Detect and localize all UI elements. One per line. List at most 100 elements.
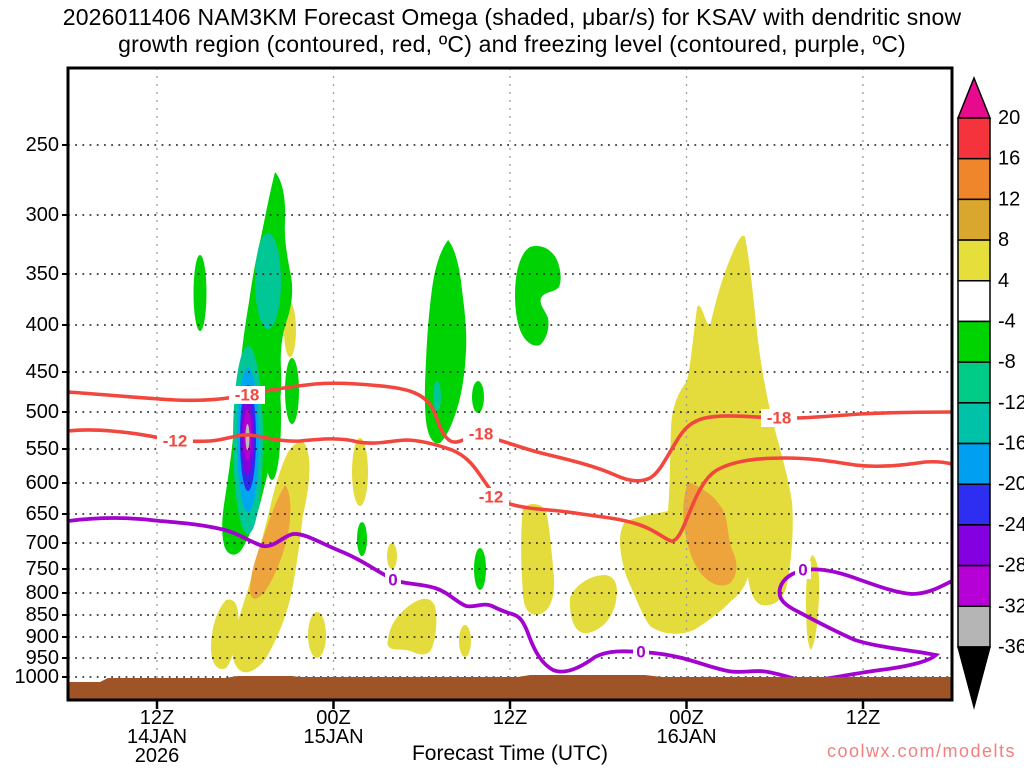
yellow-column-mid: [521, 504, 555, 615]
x-tick-label: 12Z: [140, 707, 174, 729]
colorbar-segment-16: [957, 157, 991, 201]
contour-label-bg-0: [229, 386, 265, 404]
y-tick-label: 550: [26, 438, 59, 460]
colorbar-label--20: -20: [998, 473, 1024, 495]
contour-label-bg-4: [473, 488, 509, 506]
colorbar-segment--32: [957, 605, 991, 648]
contour-label-bg-1: [463, 425, 499, 443]
colorbar-label-16: 16: [998, 148, 1020, 170]
yellow-sliver-bottom: [459, 625, 471, 657]
x-tick-label: 00Z: [669, 707, 703, 729]
y-tick-label: 300: [26, 204, 59, 226]
dendritic-minus12-contour: [68, 428, 952, 543]
teal-mid-sliver: [433, 381, 441, 411]
colorbar-triangle-top: [956, 75, 992, 119]
colorbar-label--12: -12: [998, 392, 1024, 414]
colorbar-label--28: -28: [998, 555, 1024, 577]
x-axis-title: Forecast Time (UTC): [411, 742, 608, 765]
colorbar-segment--4: [957, 320, 991, 363]
yellow-lobe: [569, 575, 617, 634]
y-tick-label: 750: [26, 558, 59, 580]
yellow-small-2: [308, 612, 326, 658]
plot-interior: -18 -18 -18 -12 -12 0 0 0: [68, 68, 952, 700]
colorbar-segment--20: [957, 483, 991, 526]
colorbar-segment--16: [957, 442, 991, 485]
y-tick-label: 650: [26, 503, 59, 525]
x-tick-label: 2026: [135, 745, 180, 767]
green-strip-a: [263, 356, 281, 480]
x-tick-label: 00Z: [316, 707, 350, 729]
yellow-sliver-mid: [352, 438, 368, 506]
colorbar-label-4: 4: [998, 270, 1009, 292]
colorbar-segment--8: [957, 361, 991, 404]
colorbar-label-8: 8: [998, 229, 1009, 251]
y-tick-label: 600: [26, 472, 59, 494]
green-strip-b: [285, 358, 299, 424]
freezing-level-contour: [68, 516, 815, 687]
contour-label-bg-2: [761, 409, 797, 427]
contour-label-3: -12: [163, 432, 188, 451]
colorbar-segment-4: [957, 280, 991, 323]
yellow-blob-low: [387, 598, 437, 655]
colorbar-label--16: -16: [998, 433, 1024, 455]
yellow-sliver-small: [387, 543, 397, 569]
teal-upper: [255, 233, 281, 329]
y-tick-label: 1000: [15, 666, 60, 688]
colorbar-label--8: -8: [998, 351, 1016, 373]
contour-label-2: -18: [767, 409, 792, 428]
green-sliver-sw: [357, 522, 367, 556]
y-tick-label: 450: [26, 361, 59, 383]
colorbar-triangle-bottom: [957, 646, 991, 710]
x-tick-label: 12Z: [493, 707, 527, 729]
colorbar-label-20: 20: [998, 107, 1020, 129]
colorbar-segment-20: [957, 117, 991, 160]
contour-label-bg-3: [157, 432, 193, 450]
contour-label-5: 0: [388, 571, 397, 590]
orange-core-left: [250, 485, 291, 599]
contour-label-bg-5: [385, 571, 401, 589]
contour-label-7: 0: [798, 561, 807, 580]
colorbar-label--24: -24: [998, 514, 1024, 536]
y-tick-label: 400: [26, 314, 59, 336]
gray-core: [245, 424, 250, 450]
contour-label-bg-7: [795, 561, 811, 579]
colorbar-segment--28: [957, 564, 991, 608]
y-tick-label: 250: [26, 134, 59, 156]
yellow-small-1: [270, 613, 280, 637]
contour-label-6: 0: [636, 643, 645, 662]
contour-label-bg-6: [633, 643, 649, 661]
freezing-level-fold-contour: [777, 567, 952, 682]
green-mid-blob: [424, 240, 467, 444]
y-tick-label: 700: [26, 532, 59, 554]
orange-core-right: [683, 482, 737, 586]
colorbar-segment-8: [957, 239, 991, 282]
contour-label-0: -18: [235, 386, 260, 405]
y-tick-label: 500: [26, 401, 59, 423]
yellow-main-right: [620, 235, 793, 634]
contour-label-4: -12: [479, 488, 504, 507]
colorbar-label--32: -32: [998, 595, 1024, 617]
y-tick-label: 850: [26, 604, 59, 626]
green-sliver-left: [193, 255, 207, 331]
colorbar-label-12: 12: [998, 188, 1020, 210]
y-tick-label: 900: [26, 626, 59, 648]
colorbar-segment--24: [957, 524, 991, 567]
watermark-text: coolwx.com/modelts: [826, 741, 1016, 761]
chart-title-line2: growth region (contoured, red, ºC) and f…: [118, 31, 906, 57]
contour-label-1: -18: [469, 425, 494, 444]
x-tick-label: 12Z: [846, 707, 880, 729]
colorbar-label--36: -36: [998, 636, 1024, 658]
y-tick-label: 950: [26, 647, 59, 669]
colorbar-label--4: -4: [998, 310, 1016, 332]
chart-title-line1: 2026011406 NAM3KM Forecast Omega (shaded…: [62, 4, 962, 30]
y-tick-label: 800: [26, 582, 59, 604]
yellow-foot: [211, 599, 239, 670]
x-tick-label: 16JAN: [656, 726, 716, 748]
green-hook-blob: [515, 246, 561, 346]
y-tick-label: 350: [26, 263, 59, 285]
colorbar-segment-12: [957, 198, 991, 241]
x-tick-label: 15JAN: [303, 726, 363, 748]
colorbar-segment--12: [957, 402, 991, 445]
